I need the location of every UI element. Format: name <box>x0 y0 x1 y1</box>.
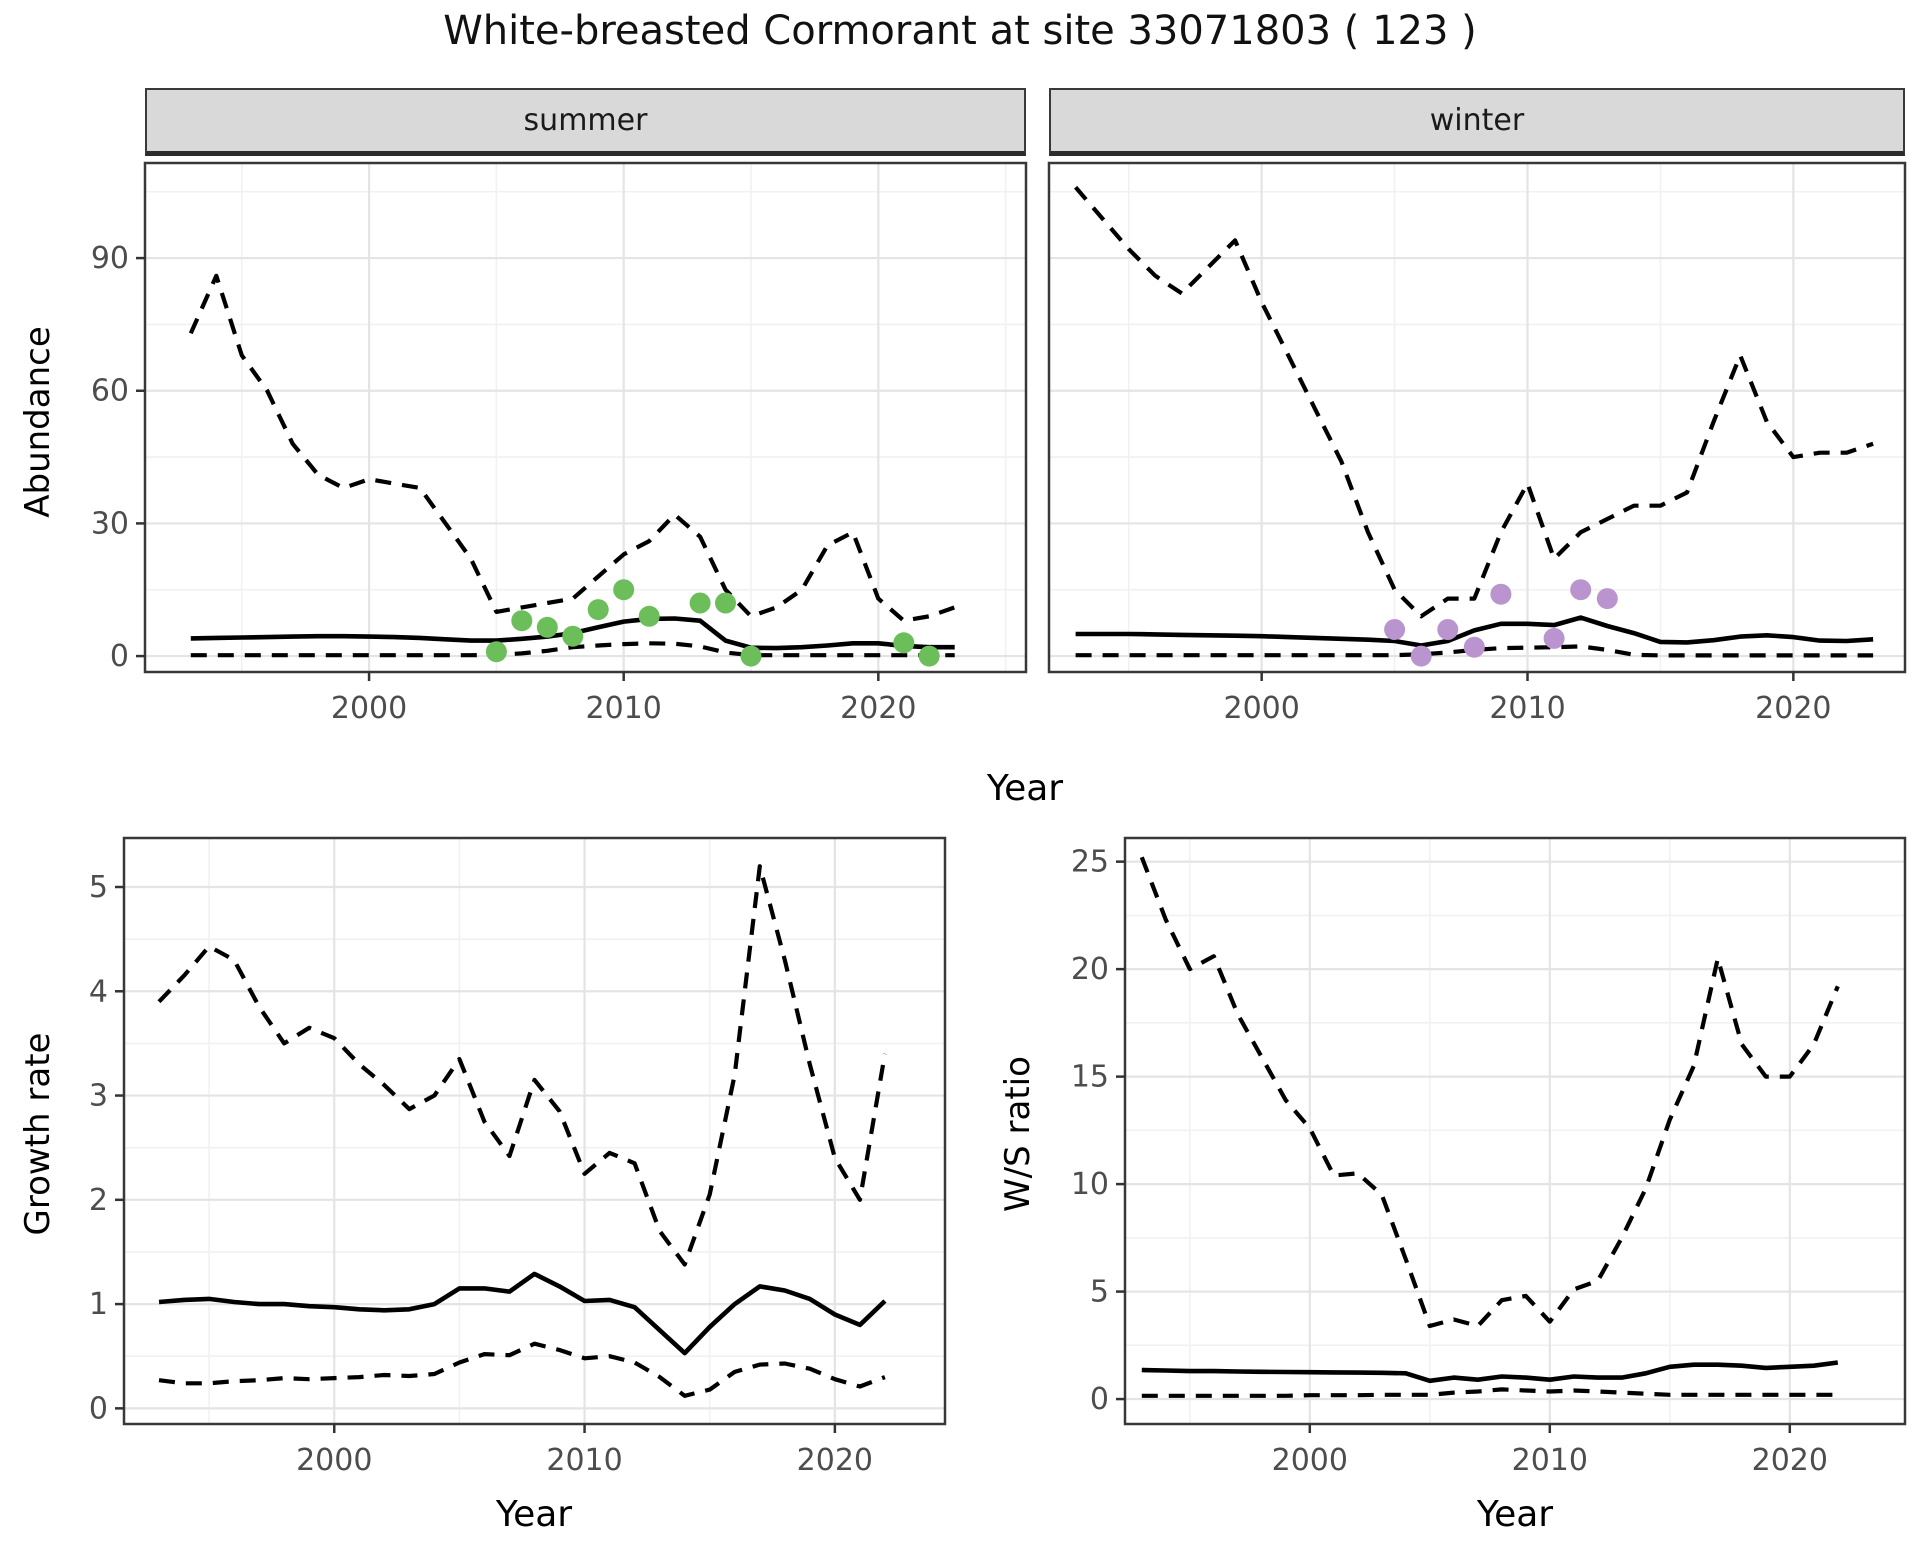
panel-abundance-summer-lower_ci-line <box>190 641 955 658</box>
data-point-observed-counts-summer <box>485 641 507 663</box>
panel-growth-rate-lower_ci-line <box>158 1341 886 1398</box>
x-tick-label: 2000 <box>1272 1443 1348 1478</box>
data-point-observed-counts-winter <box>1437 619 1459 640</box>
panel-background <box>145 163 1026 672</box>
y-tick-label: 3 <box>89 1079 108 1114</box>
y-tick-label: 25 <box>1071 845 1109 880</box>
data-point-observed-counts-summer <box>613 579 635 601</box>
data-point-observed-counts-winter <box>1543 627 1565 649</box>
data-point-observed-counts-winter <box>1384 619 1406 640</box>
panel-ws-ratio: 2000 2010 2020 0 5 10 15 20 25 <box>1071 836 1907 1478</box>
data-point-observed-counts-winter <box>1596 588 1618 610</box>
data-point-observed-counts-summer <box>918 645 940 667</box>
y-tick-label: 5 <box>1090 1275 1109 1310</box>
x-tick-label: 2000 <box>331 691 407 726</box>
y-tick-label: 10 <box>1071 1167 1109 1202</box>
y-tick-label: 20 <box>1071 952 1109 987</box>
x-tick-label: 2020 <box>1755 691 1831 726</box>
x-tick-label: 2010 <box>586 691 662 726</box>
panel-background <box>1049 163 1905 672</box>
panel-growth-rate: 2000 2010 2020 0 1 2 3 4 5 <box>89 836 947 1478</box>
y-tick-label: 0 <box>1090 1382 1109 1417</box>
y-tick-label: 5 <box>89 870 108 905</box>
y-axis-title-growth-rate: Growth rate <box>18 1032 58 1236</box>
x-tick-label: 2020 <box>1752 1443 1828 1478</box>
y-tick-label: 15 <box>1071 1060 1109 1095</box>
facet-strip-summer-label: summer <box>523 103 648 138</box>
x-tick-label: 2000 <box>296 1443 372 1478</box>
panel-border <box>1047 161 1907 674</box>
data-point-observed-counts-summer <box>715 592 736 614</box>
panel-abundance-summer: 2000 2010 2020 0 30 60 90 <box>91 161 1028 726</box>
y-tick-label: 60 <box>91 374 129 409</box>
panel-ws-ratio-upper_ci-line <box>1139 856 1840 1329</box>
x-tick-label: 2010 <box>1512 1443 1588 1478</box>
data-point-observed-counts-winter <box>1410 645 1432 667</box>
data-point-observed-counts-summer <box>740 645 762 667</box>
y-tick-label: 0 <box>110 639 129 674</box>
data-point-observed-counts-winter <box>1490 583 1512 605</box>
x-tick-label: 2010 <box>1489 691 1565 726</box>
y-axis-title-ws-ratio: W/S ratio <box>998 1056 1038 1212</box>
data-point-observed-counts-summer <box>511 610 533 632</box>
panel-abundance-winter-median-line <box>1075 615 1874 648</box>
data-point-observed-counts-winter <box>1463 636 1485 658</box>
x-tick-label: 2000 <box>1223 691 1299 726</box>
panel-ws-ratio-median-line <box>1141 1360 1839 1384</box>
x-axis-title-growth-rate: Year <box>495 1494 573 1535</box>
data-point-observed-counts-summer <box>587 599 609 621</box>
facet-strip-summer: summer <box>145 88 1026 156</box>
data-point-observed-counts-summer <box>689 592 711 614</box>
panel-background <box>124 838 945 1424</box>
facet-strip-winter: winter <box>1049 88 1905 156</box>
panel-border <box>1123 836 1907 1426</box>
x-axis-title-ws-ratio: Year <box>1476 1494 1554 1535</box>
panel-growth-rate-upper_ci-line <box>157 864 887 1267</box>
data-point-observed-counts-summer <box>536 616 558 638</box>
y-axis-title-abundance: Abundance <box>18 326 58 518</box>
data-point-observed-counts-summer <box>562 625 584 647</box>
panel-ws-ratio-lower_ci-line <box>1141 1387 1838 1398</box>
y-tick-label: 30 <box>91 506 129 541</box>
panel-abundance-winter-upper_ci-line <box>1074 185 1874 619</box>
x-axis-title-top: Year <box>986 768 1064 809</box>
data-point-observed-counts-summer <box>638 605 660 627</box>
panel-border <box>143 161 1028 674</box>
y-tick-label: 2 <box>89 1183 108 1218</box>
facet-strip-winter-label: winter <box>1429 103 1525 138</box>
x-tick-label: 2020 <box>840 691 916 726</box>
y-tick-label: 1 <box>89 1287 108 1322</box>
y-tick-label: 0 <box>89 1391 108 1426</box>
data-point-observed-counts-summer <box>893 632 915 654</box>
x-tick-label: 2010 <box>546 1443 622 1478</box>
panel-border <box>122 836 947 1426</box>
y-tick-label: 90 <box>91 241 129 276</box>
x-tick-label: 2020 <box>797 1443 873 1478</box>
panel-growth-rate-median-line <box>158 1271 887 1356</box>
y-tick-label: 4 <box>89 974 108 1009</box>
panel-abundance-winter: 2000 2010 2020 <box>1047 161 1907 726</box>
data-point-observed-counts-winter <box>1570 579 1592 601</box>
figure-title: White-breasted Cormorant at site 3307180… <box>443 8 1477 54</box>
